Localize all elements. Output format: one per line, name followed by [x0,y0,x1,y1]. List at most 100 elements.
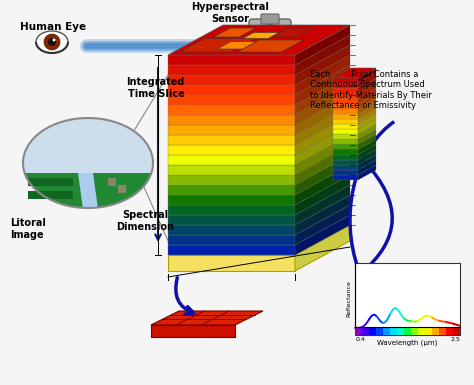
Polygon shape [168,95,295,105]
Polygon shape [168,205,295,215]
Text: Reflectance: Reflectance [346,281,351,318]
Polygon shape [333,104,358,109]
Circle shape [267,31,273,37]
Polygon shape [295,35,350,75]
Text: 0.4: 0.4 [356,337,366,342]
Polygon shape [151,311,263,325]
Polygon shape [295,115,350,155]
Polygon shape [333,134,358,139]
Polygon shape [358,83,376,99]
Polygon shape [295,225,350,271]
Polygon shape [358,68,376,83]
Circle shape [264,28,276,40]
FancyBboxPatch shape [261,14,279,24]
Polygon shape [168,25,350,55]
Polygon shape [168,185,295,195]
Polygon shape [168,155,295,165]
Polygon shape [168,255,295,271]
Polygon shape [333,114,358,119]
Polygon shape [295,185,350,225]
Polygon shape [28,178,73,186]
Polygon shape [358,124,376,139]
Polygon shape [333,99,358,104]
Polygon shape [214,28,255,37]
Polygon shape [168,195,295,205]
Polygon shape [295,65,350,105]
Polygon shape [411,327,418,335]
Polygon shape [295,145,350,185]
Polygon shape [295,25,350,65]
Polygon shape [333,83,358,88]
Polygon shape [295,215,350,255]
Polygon shape [237,40,303,52]
Polygon shape [295,175,350,215]
Polygon shape [358,134,376,149]
Polygon shape [333,119,358,124]
Polygon shape [168,215,295,225]
Polygon shape [358,119,376,134]
Polygon shape [333,129,358,134]
Polygon shape [333,78,358,83]
Polygon shape [376,327,383,335]
Polygon shape [335,75,348,78]
Polygon shape [151,325,235,337]
Polygon shape [180,38,255,52]
Polygon shape [369,327,376,335]
Polygon shape [358,89,376,104]
Polygon shape [295,45,350,85]
Polygon shape [295,85,350,125]
Polygon shape [358,129,376,144]
Polygon shape [78,173,98,209]
Polygon shape [333,68,376,78]
Polygon shape [333,149,358,154]
Polygon shape [168,235,295,245]
Polygon shape [453,327,460,335]
FancyBboxPatch shape [249,19,291,47]
Text: Integrated
Time Slice: Integrated Time Slice [127,77,185,99]
Polygon shape [168,125,295,135]
Polygon shape [217,42,256,49]
Polygon shape [243,32,279,38]
Polygon shape [295,165,350,205]
Polygon shape [333,93,358,99]
Polygon shape [168,115,295,125]
Polygon shape [358,99,376,114]
Polygon shape [168,225,350,255]
Polygon shape [168,145,295,155]
Polygon shape [358,78,376,93]
Polygon shape [295,75,350,115]
Polygon shape [432,327,439,335]
Polygon shape [28,191,73,199]
Polygon shape [168,225,295,235]
Polygon shape [168,75,295,85]
Polygon shape [358,155,376,170]
Polygon shape [108,178,116,186]
Polygon shape [358,73,376,88]
Circle shape [261,25,279,43]
Polygon shape [333,175,358,180]
Circle shape [48,38,56,46]
Text: Human Eye: Human Eye [20,22,86,32]
Text: Spectral
Dimension: Spectral Dimension [116,210,174,232]
Text: Wavelength (μm): Wavelength (μm) [377,340,438,346]
Polygon shape [168,85,295,95]
Text: Hyperspectral
Sensor: Hyperspectral Sensor [191,2,269,23]
Polygon shape [358,144,376,160]
Polygon shape [168,65,295,75]
Polygon shape [168,165,295,175]
Polygon shape [295,205,350,245]
Circle shape [44,34,60,50]
Polygon shape [358,109,376,124]
Polygon shape [23,118,153,173]
Polygon shape [295,125,350,165]
Polygon shape [397,327,404,335]
Polygon shape [118,185,126,193]
Polygon shape [333,144,358,149]
Ellipse shape [36,31,68,53]
Polygon shape [333,154,358,160]
Polygon shape [383,327,390,335]
Polygon shape [333,170,358,175]
Polygon shape [168,105,295,115]
Polygon shape [404,327,411,335]
Polygon shape [333,109,358,114]
